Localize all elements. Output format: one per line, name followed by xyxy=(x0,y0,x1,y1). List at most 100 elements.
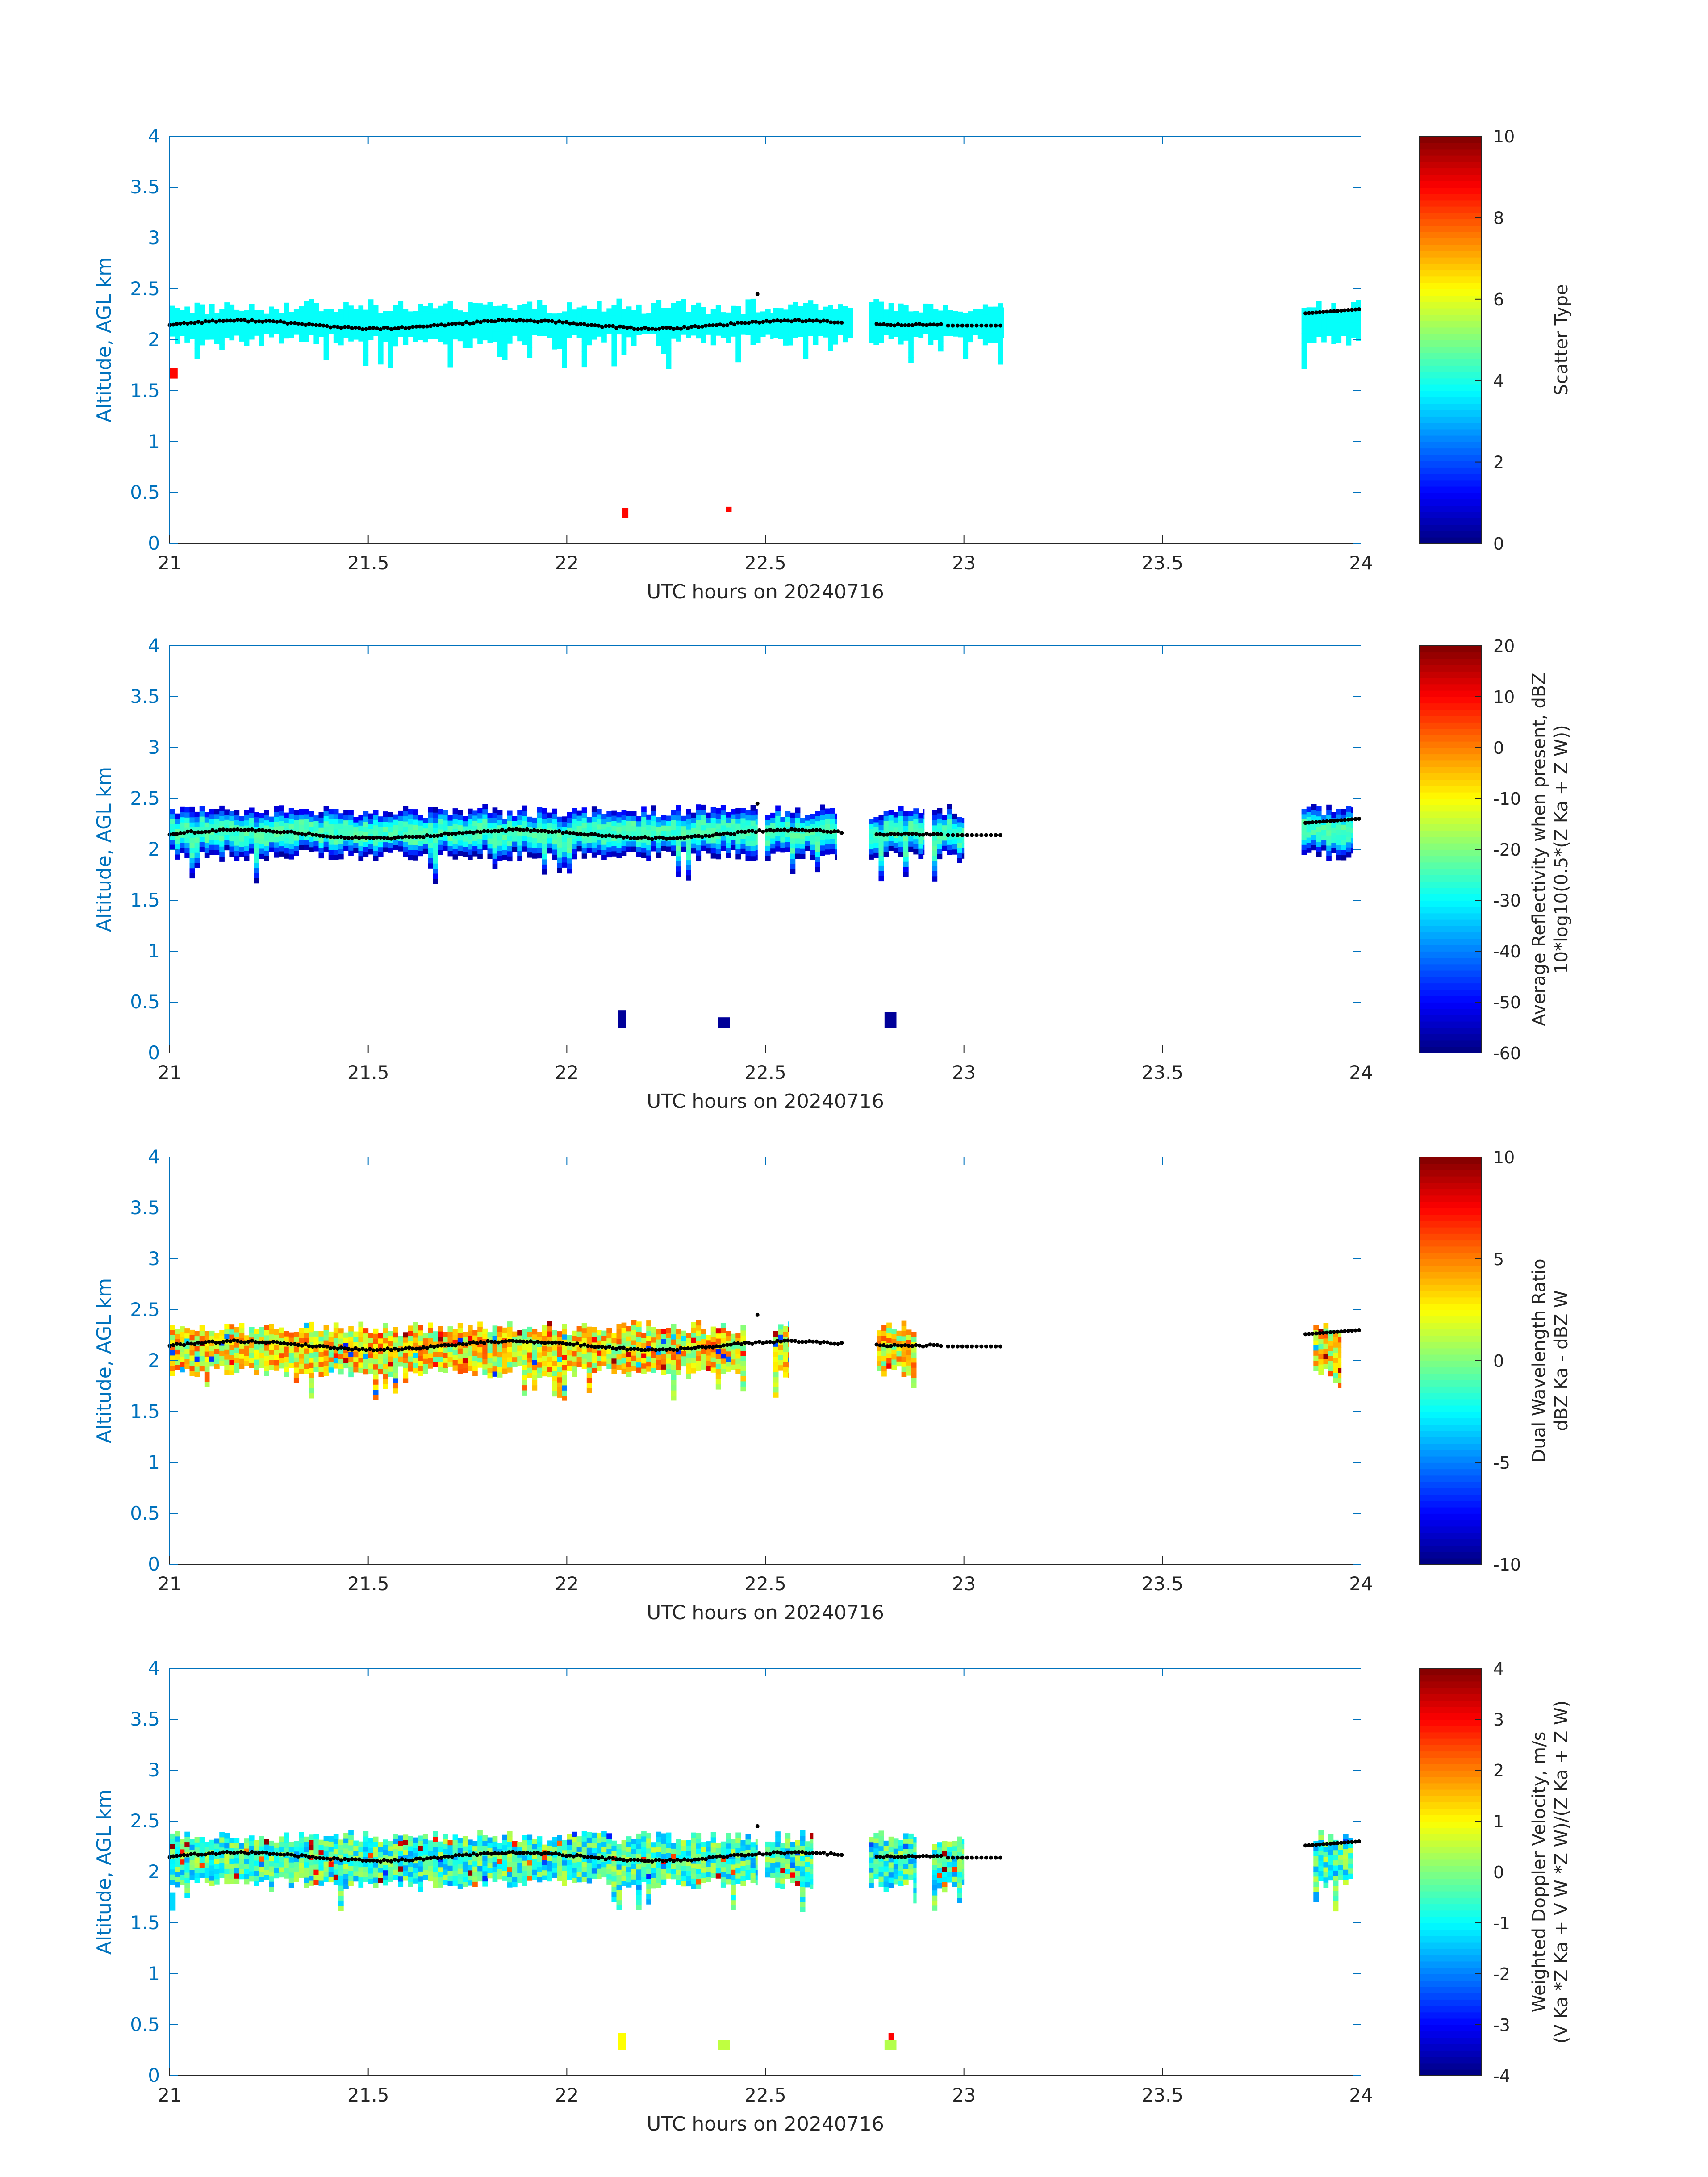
heatmap-cell xyxy=(710,1357,716,1362)
heatmap-cell xyxy=(651,308,656,314)
heatmap-cell xyxy=(943,320,948,326)
heatmap-cell xyxy=(388,842,393,848)
cloud-top-dot xyxy=(503,1339,508,1344)
heatmap-cell xyxy=(783,1331,789,1337)
cloud-top-dot xyxy=(260,828,265,832)
heatmap-cell xyxy=(686,1373,691,1379)
heatmap-cell xyxy=(818,326,823,331)
heatmap-cell xyxy=(438,1362,443,1367)
heatmap-cell xyxy=(477,1357,483,1363)
heatmap-cell xyxy=(898,339,904,345)
colorbar-tick-label: 4 xyxy=(1493,371,1504,391)
heatmap-cell xyxy=(249,1358,255,1363)
heatmap-cell xyxy=(274,1329,280,1335)
heatmap-cell xyxy=(631,846,637,852)
cloud-top-dot xyxy=(743,1341,748,1345)
heatmap-cell xyxy=(293,1367,299,1373)
heatmap-cell xyxy=(1301,323,1307,329)
cloud-top-dot xyxy=(389,1348,393,1352)
heatmap-cell xyxy=(447,331,453,337)
heatmap-cell xyxy=(947,844,952,850)
cloud-top-dot xyxy=(593,323,597,327)
heatmap-cell xyxy=(803,349,809,355)
heatmap-cell xyxy=(428,848,433,853)
heatmap-cell xyxy=(825,844,831,850)
heatmap-cell xyxy=(433,1346,438,1352)
heatmap-cell xyxy=(269,837,274,843)
heatmap-cell xyxy=(234,1352,240,1358)
heatmap-cell xyxy=(788,325,793,330)
heatmap-cell xyxy=(715,839,721,844)
cloud-top-dot xyxy=(622,1345,626,1350)
heatmap-cell xyxy=(552,1350,557,1356)
heatmap-cell xyxy=(911,1378,917,1383)
heatmap-cell xyxy=(517,830,522,836)
heatmap-cell xyxy=(224,814,230,820)
heatmap-cell xyxy=(750,334,756,340)
heatmap-cell xyxy=(403,1368,409,1374)
heatmap-cell xyxy=(1346,320,1352,325)
heatmap-cell xyxy=(957,842,962,848)
heatmap-cell xyxy=(244,1345,250,1351)
heatmap-cell xyxy=(547,1346,552,1352)
heatmap-cell xyxy=(651,1337,656,1343)
heatmap-cell xyxy=(745,815,751,821)
x-tick-label: 21.5 xyxy=(347,552,389,574)
cloud-top-dot xyxy=(482,1341,486,1345)
heatmap-cell xyxy=(358,1337,364,1342)
cloud-top-dot xyxy=(804,828,808,833)
heatmap-cell xyxy=(1331,333,1336,339)
cloud-top-dot xyxy=(425,833,429,837)
heatmap-cell xyxy=(586,330,592,335)
heatmap-cell xyxy=(656,1359,662,1365)
heatmap-cell xyxy=(170,1325,175,1330)
heatmap-cell xyxy=(219,821,225,827)
heatmap-cell xyxy=(224,1349,230,1355)
heatmap-cell xyxy=(184,807,190,813)
heatmap-cell xyxy=(597,1366,602,1371)
heatmap-cell xyxy=(778,334,784,339)
heatmap-cell xyxy=(234,810,240,815)
heatmap-cell xyxy=(848,328,853,334)
heatmap-cell xyxy=(398,1336,404,1341)
heatmap-cell xyxy=(676,1334,681,1339)
heatmap-cell xyxy=(735,849,741,854)
heatmap-cell xyxy=(869,819,874,824)
heatmap-cell xyxy=(378,1338,384,1344)
heatmap-cell xyxy=(576,1351,582,1357)
heatmap-cell xyxy=(755,834,758,840)
heatmap-cell xyxy=(906,1334,912,1340)
heatmap-cell xyxy=(911,1347,917,1353)
heatmap-cell xyxy=(735,1358,741,1364)
heatmap-cell xyxy=(447,1352,453,1358)
colorbar-segment xyxy=(1419,919,1482,926)
heatmap-cell xyxy=(793,312,798,318)
heatmap-cell xyxy=(293,1352,299,1358)
heatmap-cell xyxy=(911,1372,917,1378)
heatmap-cell xyxy=(731,1349,736,1354)
heatmap-cell xyxy=(581,1338,587,1344)
heatmap-cell xyxy=(502,824,508,830)
y-tick-label: 2.5 xyxy=(130,278,160,300)
heatmap-cell xyxy=(234,835,240,841)
colorbar-segment xyxy=(1419,174,1482,181)
heatmap-cell xyxy=(517,855,522,861)
heatmap-cell xyxy=(274,816,280,822)
heatmap-cell xyxy=(957,837,962,843)
heatmap-cell xyxy=(843,331,848,337)
heatmap-cell xyxy=(616,1359,622,1365)
heatmap-cell xyxy=(611,340,617,346)
heatmap-cell xyxy=(313,825,319,831)
heatmap-cell xyxy=(750,851,756,857)
heatmap-cell xyxy=(937,818,943,824)
heatmap-cell xyxy=(745,304,751,310)
heatmap-cell xyxy=(532,853,538,859)
heatmap-cell xyxy=(552,334,557,339)
heatmap-cell xyxy=(562,862,567,868)
heatmap-cell xyxy=(259,1347,264,1353)
heatmap-cell xyxy=(611,1333,617,1338)
heatmap-cell xyxy=(462,1332,468,1337)
cloud-top-dot xyxy=(946,833,950,837)
cloud-top-dot xyxy=(292,831,297,835)
heatmap-cell xyxy=(512,846,518,852)
